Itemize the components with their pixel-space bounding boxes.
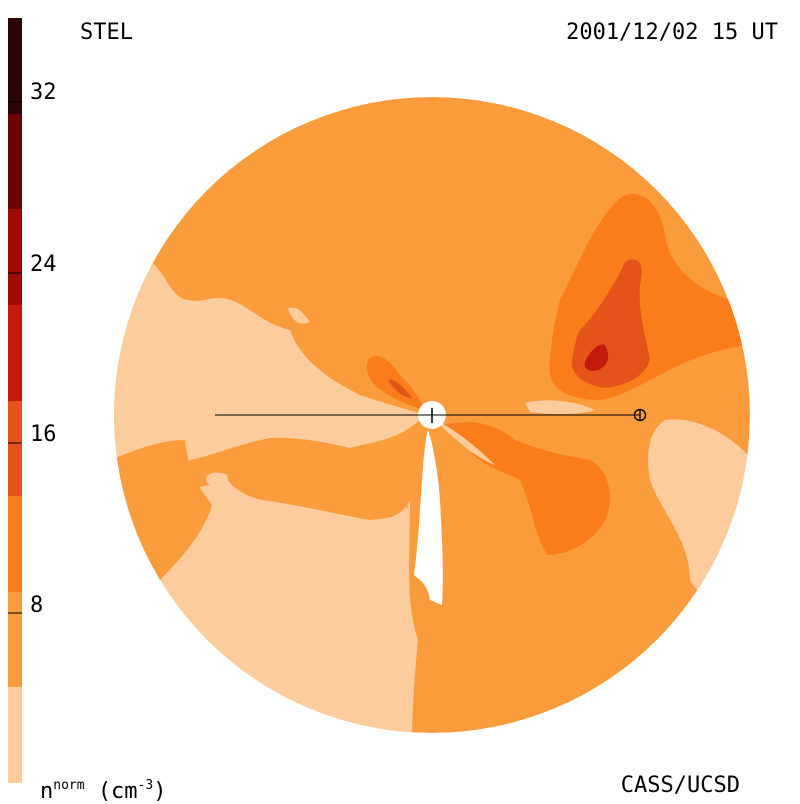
base-tongue-left	[185, 437, 365, 490]
earth-icon	[633, 408, 647, 422]
station-label: STEL	[80, 20, 133, 45]
base-wedge	[400, 425, 420, 510]
scale-segment	[8, 113, 22, 210]
unit-exponent: -3	[137, 778, 154, 793]
unit-paren: (cm	[97, 779, 138, 804]
light-patch-small	[288, 307, 310, 324]
strong-lobe-center	[388, 379, 412, 398]
datetime-label: 2001/12/02 15 UT	[566, 20, 778, 45]
light-patch	[525, 400, 595, 415]
deep-region	[584, 344, 609, 371]
scale-tick-label: 24	[30, 252, 57, 277]
unit-superscript: norm	[53, 778, 85, 793]
scale-segment	[8, 304, 22, 401]
scale-ticks	[8, 101, 22, 614]
scale-segment	[8, 591, 22, 688]
scale-segment	[8, 400, 22, 497]
scale-tick-label: 32	[30, 80, 57, 105]
light-wedge	[436, 420, 495, 465]
white-plume	[414, 430, 443, 605]
credit-label: CASS/UCSD	[620, 773, 740, 798]
scale-tick-label: 16	[30, 422, 57, 447]
scale-segment	[8, 18, 22, 114]
unit-label: nnorm (cm-3)	[40, 775, 166, 803]
scale-segment	[8, 209, 22, 305]
color-scale-bar	[8, 18, 22, 783]
scale-segment	[8, 496, 22, 592]
scale-tick-label: 8	[30, 593, 44, 618]
scale-segment	[8, 687, 22, 783]
unit-close: )	[153, 779, 167, 804]
unit-base: n	[40, 779, 54, 804]
